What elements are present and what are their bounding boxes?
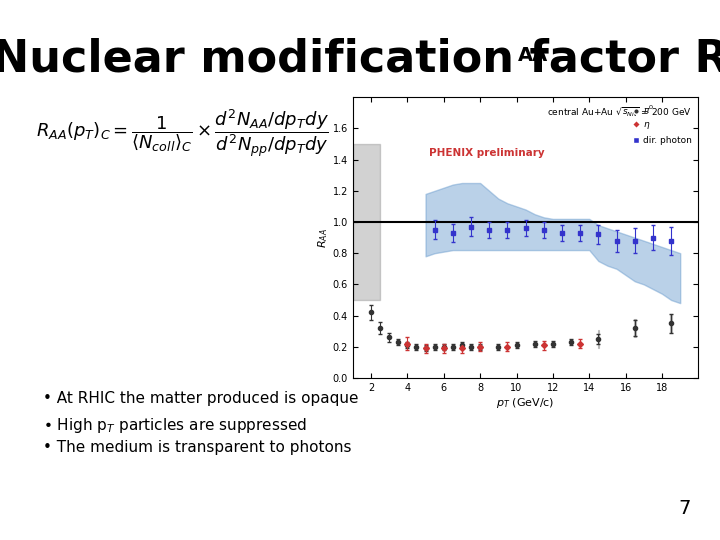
Bar <box>670 314 672 333</box>
Legend: $\pi^0$, $\eta$, dir. photon: $\pi^0$, $\eta$, dir. photon <box>630 102 694 147</box>
Bar <box>634 319 636 338</box>
Bar <box>598 329 599 348</box>
X-axis label: $p_T$ (GeV/c): $p_T$ (GeV/c) <box>496 396 555 410</box>
Text: central Au+Au $\sqrt{s_{NN}}$ = 200 GeV: central Au+Au $\sqrt{s_{NN}}$ = 200 GeV <box>546 106 691 118</box>
Text: • At RHIC the matter produced is opaque: • At RHIC the matter produced is opaque <box>43 392 359 407</box>
Text: • The medium is transparent to photons: • The medium is transparent to photons <box>43 440 351 455</box>
Text: Nuclear modification factor R: Nuclear modification factor R <box>0 38 720 81</box>
Text: 7: 7 <box>679 500 691 518</box>
Y-axis label: $R_{AA}$: $R_{AA}$ <box>316 228 330 247</box>
Text: AA: AA <box>518 46 549 65</box>
Text: PHENIX preliminary: PHENIX preliminary <box>429 148 544 158</box>
Text: • High p$_T$ particles are suppressed: • High p$_T$ particles are suppressed <box>43 416 307 435</box>
Text: $R_{AA}(p_T)_C = \dfrac{1}{\langle N_{coll} \rangle_C} \times \dfrac{d^2N_{AA}/d: $R_{AA}(p_T)_C = \dfrac{1}{\langle N_{co… <box>36 108 329 160</box>
